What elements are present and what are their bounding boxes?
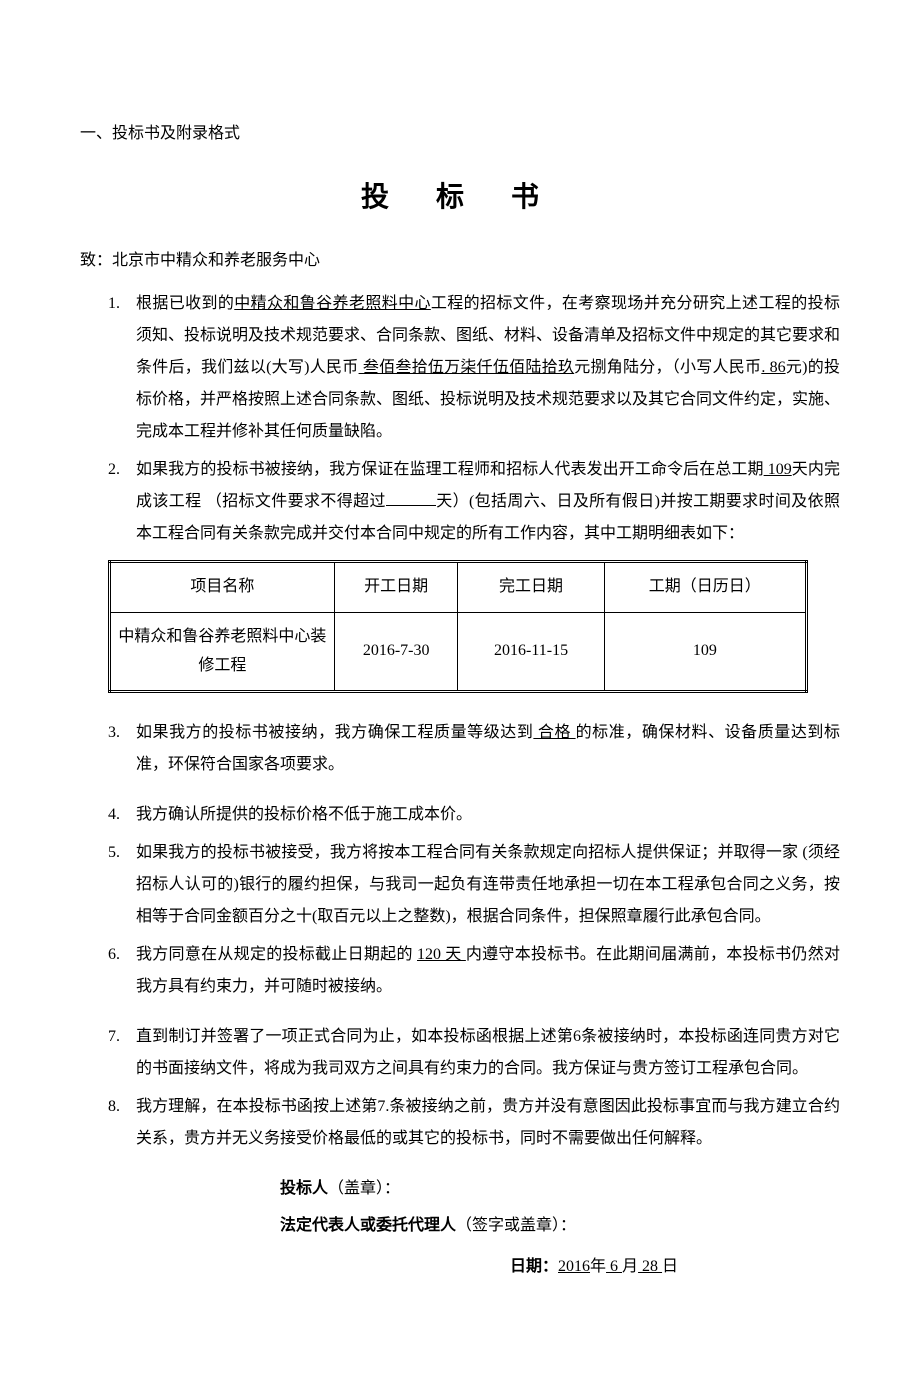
document-title: 投 标 书	[80, 173, 840, 223]
item-4: 4. 我方确认所提供的投标价格不低于施工成本价。	[108, 799, 840, 831]
item-6-days: 120 天	[417, 946, 466, 963]
col-header-name: 项目名称	[110, 561, 335, 612]
item-body: 如果我方的投标书被接受，我方将按本工程合同有关条款规定向招标人提供保证；并取得一…	[136, 837, 840, 933]
day-unit: 日	[662, 1258, 678, 1275]
item-3-grade: 合格	[533, 724, 575, 741]
items-list-continued: 3. 如果我方的投标书被接纳，我方确保工程质量等级达到 合格 的标准，确保材料、…	[80, 717, 840, 1155]
item-7: 7. 直到制订并签署了一项正式合同为止，如本投标函根据上述第6条被接纳时，本投标…	[108, 1021, 840, 1085]
legal-note: （签字或盖章）：	[456, 1217, 576, 1234]
item-number: 4.	[108, 799, 136, 831]
item-1-amount-num: . 86	[761, 359, 785, 376]
bidder-line: 投标人（盖章）：	[280, 1175, 840, 1204]
item-6: 6. 我方同意在从规定的投标截止日期起的 120 天 内遵守本投标书。在此期间届…	[108, 939, 840, 1003]
item-number: 2.	[108, 454, 136, 550]
item-1: 1. 根据已收到的中精众和鲁谷养老照料中心工程的招标文件，在考察现场并充分研究上…	[108, 288, 840, 448]
schedule-table-wrapper: 项目名称 开工日期 完工日期 工期（日历日） 中精众和鲁谷养老照料中心装修工程 …	[108, 560, 840, 693]
signature-block: 投标人（盖章）： 法定代表人或委托代理人（签字或盖章）： 日期：2016年 6 …	[80, 1175, 840, 1281]
cell-duration: 109	[604, 612, 806, 692]
item-3: 3. 如果我方的投标书被接纳，我方确保工程质量等级达到 合格 的标准，确保材料、…	[108, 717, 840, 781]
item-body: 我方理解，在本投标书函按上述第7.条被接纳之前，贵方并没有意图因此投标事宜而与我…	[136, 1091, 840, 1155]
item-body: 如果我方的投标书被接纳，我方保证在监理工程师和招标人代表发出开工命令后在总工期 …	[136, 454, 840, 550]
item-number: 6.	[108, 939, 136, 1003]
col-header-start: 开工日期	[334, 561, 458, 612]
addressee-line: 致：北京市中精众和养老服务中心	[80, 247, 840, 276]
col-header-end: 完工日期	[458, 561, 604, 612]
item-number: 3.	[108, 717, 136, 781]
date-month: 6	[606, 1258, 622, 1275]
cell-end-date: 2016-11-15	[458, 612, 604, 692]
section-heading: 一、投标书及附录格式	[80, 120, 840, 149]
year-unit: 年	[590, 1258, 606, 1275]
item-1-mid2: 元捌角陆分，（小写人民币	[574, 359, 761, 376]
item-number: 7.	[108, 1021, 136, 1085]
month-unit: 月	[622, 1258, 638, 1275]
item-body: 直到制订并签署了一项正式合同为止，如本投标函根据上述第6条被接纳时，本投标函连同…	[136, 1021, 840, 1085]
item-8: 8. 我方理解，在本投标书函按上述第7.条被接纳之前，贵方并没有意图因此投标事宜…	[108, 1091, 840, 1155]
items-list: 1. 根据已收到的中精众和鲁谷养老照料中心工程的招标文件，在考察现场并充分研究上…	[80, 288, 840, 550]
item-2-duration: 109	[764, 461, 792, 478]
item-6-prefix: 我方同意在从规定的投标截止日期起的	[136, 946, 417, 963]
bidder-label: 投标人	[280, 1180, 328, 1197]
addressee-prefix: 致：	[80, 252, 112, 269]
item-body: 根据已收到的中精众和鲁谷养老照料中心工程的招标文件，在考察现场并充分研究上述工程…	[136, 288, 840, 448]
item-body: 如果我方的投标书被接纳，我方确保工程质量等级达到 合格 的标准，确保材料、设备质…	[136, 717, 840, 781]
item-1-prefix: 根据已收到的	[136, 295, 234, 312]
item-body: 我方同意在从规定的投标截止日期起的 120 天 内遵守本投标书。在此期间届满前，…	[136, 939, 840, 1003]
cell-project-name: 中精众和鲁谷养老照料中心装修工程	[110, 612, 335, 692]
col-header-duration: 工期（日历日）	[604, 561, 806, 612]
date-line: 日期：2016年 6 月 28 日	[280, 1253, 840, 1282]
item-1-amount-cn: 叁佰叁拾伍万柒仟伍佰陆拾玖	[359, 359, 575, 376]
item-2-prefix: 如果我方的投标书被接纳，我方保证在监理工程师和招标人代表发出开工命令后在总工期	[136, 461, 764, 478]
item-5: 5. 如果我方的投标书被接受，我方将按本工程合同有关条款规定向招标人提供保证；并…	[108, 837, 840, 933]
schedule-table: 项目名称 开工日期 完工日期 工期（日历日） 中精众和鲁谷养老照料中心装修工程 …	[108, 560, 808, 693]
item-body: 我方确认所提供的投标价格不低于施工成本价。	[136, 799, 840, 831]
bidder-note: （盖章）：	[328, 1180, 400, 1197]
legal-rep-line: 法定代表人或委托代理人（签字或盖章）：	[280, 1212, 840, 1241]
item-2: 2. 如果我方的投标书被接纳，我方保证在监理工程师和招标人代表发出开工命令后在总…	[108, 454, 840, 550]
item-3-prefix: 如果我方的投标书被接纳，我方确保工程质量等级达到	[136, 724, 533, 741]
legal-label: 法定代表人或委托代理人	[280, 1217, 456, 1234]
item-number: 8.	[108, 1091, 136, 1155]
date-day: 28	[638, 1258, 662, 1275]
addressee-name: 北京市中精众和养老服务中心	[112, 252, 320, 269]
cell-start-date: 2016-7-30	[334, 612, 458, 692]
item-1-project: 中精众和鲁谷养老照料中心	[234, 295, 431, 312]
date-year: 2016	[558, 1258, 590, 1275]
item-number: 1.	[108, 288, 136, 448]
table-header-row: 项目名称 开工日期 完工日期 工期（日历日）	[110, 561, 807, 612]
item-number: 5.	[108, 837, 136, 933]
item-2-blank	[386, 505, 436, 506]
table-row: 中精众和鲁谷养老照料中心装修工程 2016-7-30 2016-11-15 10…	[110, 612, 807, 692]
date-label: 日期：	[510, 1258, 558, 1275]
